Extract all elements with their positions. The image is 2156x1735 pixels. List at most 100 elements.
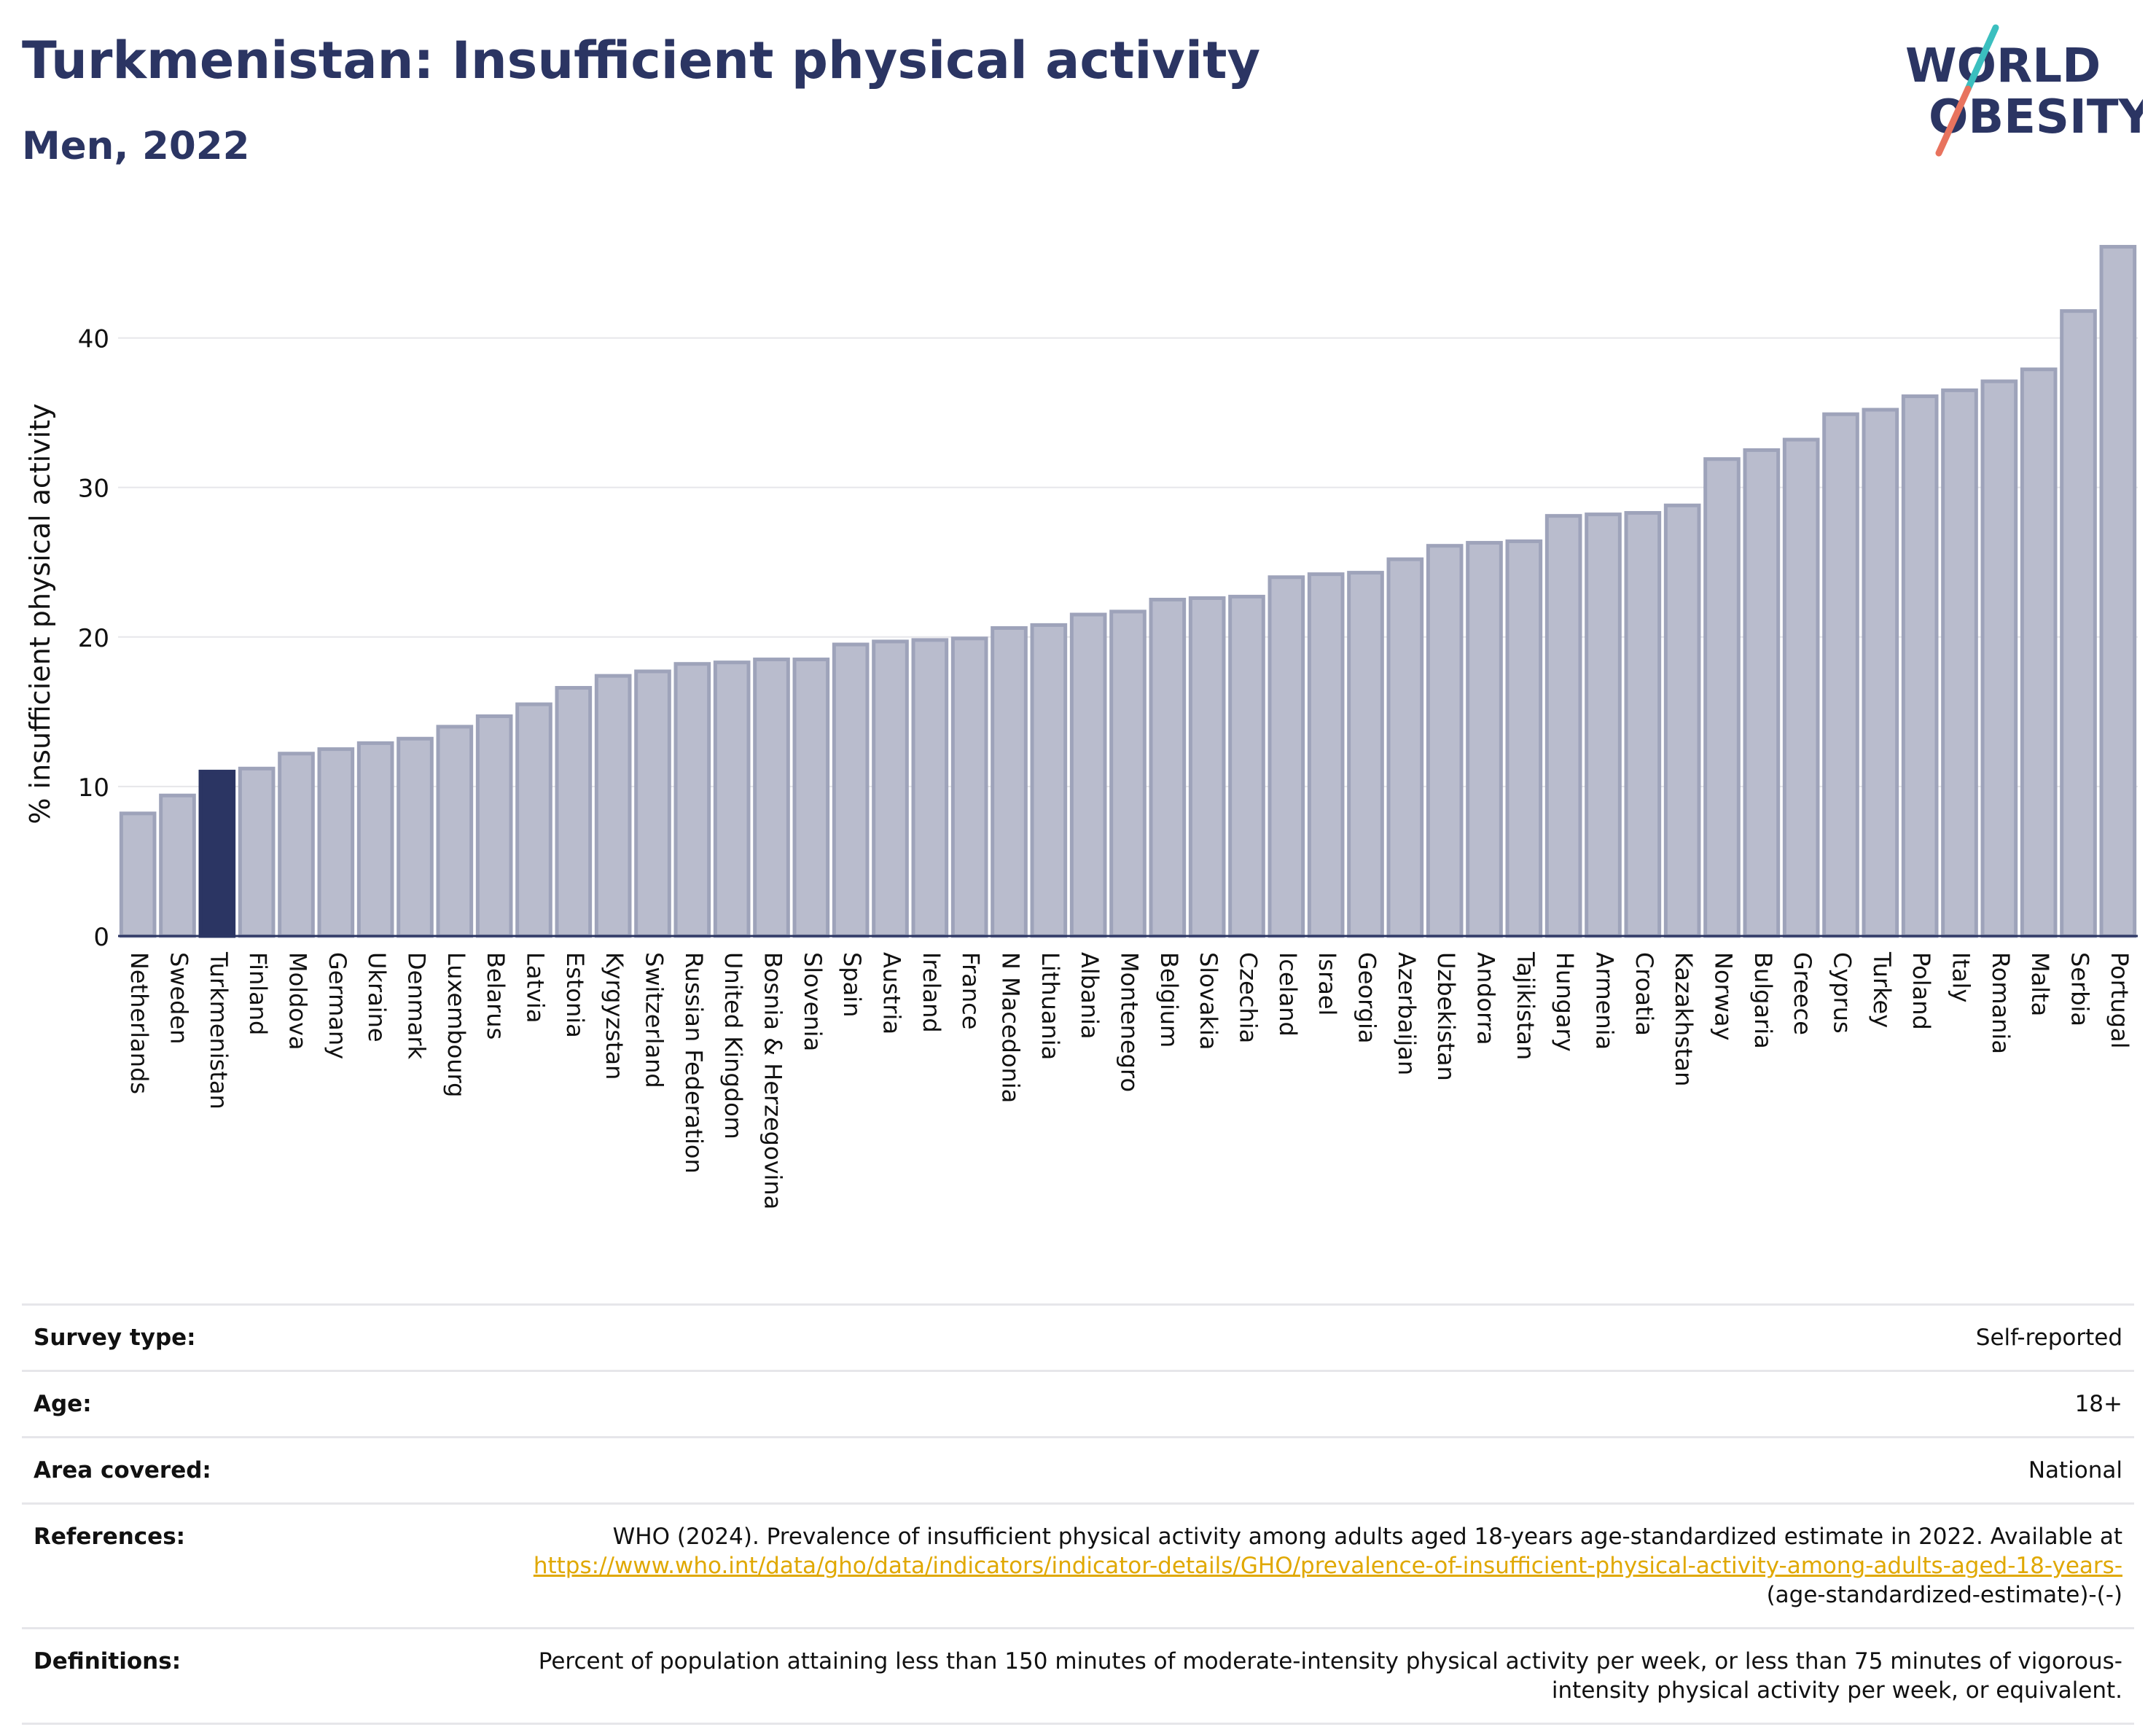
reference-text: WHO (2024). Prevalence of insufficient p…	[612, 1524, 2122, 1550]
x-tick-label: Ukraine	[363, 952, 391, 1042]
bar-hungary	[1544, 514, 1582, 938]
meta-value: 18+	[2074, 1391, 2122, 1417]
x-tick-label: Lithuania	[1036, 952, 1064, 1060]
x-tick-label: Croatia	[1630, 952, 1658, 1036]
meta-label: Age:	[34, 1391, 92, 1417]
meta-value: WHO (2024). Prevalence of insufficient p…	[483, 1522, 2122, 1610]
x-tick-label: Turkey	[1868, 951, 1896, 1028]
x-tick-label: Italy	[1948, 952, 1975, 1002]
meta-value: National	[2028, 1457, 2122, 1483]
bar-norway	[1703, 457, 1741, 938]
page-subtitle: Men, 2022	[22, 124, 250, 168]
bar-belarus	[475, 714, 513, 938]
x-tick-label: Switzerland	[641, 952, 668, 1088]
bar-ireland	[911, 638, 949, 938]
bars	[119, 244, 2137, 938]
bar-kyrgyzstan	[594, 674, 632, 938]
bar-albania	[1069, 612, 1107, 938]
bar-romania	[1980, 379, 2018, 938]
bar-moldova	[278, 752, 315, 938]
bar-finland	[238, 766, 276, 938]
bar-sweden	[159, 793, 196, 938]
x-tick-label: Moldova	[284, 952, 312, 1050]
bar-belgium	[1149, 598, 1187, 938]
bar-bulgaria	[1743, 448, 1781, 938]
x-tick-label: Belgium	[1155, 952, 1183, 1048]
x-tick-label: France	[957, 952, 985, 1029]
bar-turkey	[1862, 408, 1899, 938]
bar-andorra	[1466, 541, 1503, 938]
x-tick-label: Slovenia	[799, 952, 827, 1051]
x-tick-label: Kyrgyzstan	[601, 952, 628, 1080]
meta-row-area: Area covered: National	[22, 1436, 2134, 1502]
y-tick-label: 20	[78, 624, 109, 653]
bar-poland	[1901, 394, 1939, 938]
x-tick-label: Greece	[1789, 952, 1816, 1035]
y-tick-labels: 0 10 20 30 40	[78, 325, 109, 952]
x-tick-label: Kazakhstan	[1670, 952, 1698, 1086]
logo-text-world: WORLD	[1905, 39, 2101, 93]
y-tick-label: 30	[78, 475, 109, 504]
bar-austria	[872, 639, 909, 938]
x-tick-label: Romania	[1987, 952, 2015, 1054]
x-tick-label: Bosnia & Herzegovina	[759, 952, 787, 1209]
bar-spain	[832, 642, 870, 938]
bar-azerbaijan	[1386, 557, 1424, 938]
x-tick-label: Belarus	[482, 952, 509, 1040]
bar-italy	[1941, 388, 1978, 938]
x-tick-label: Turkmenistan	[205, 951, 233, 1110]
bar-france	[950, 636, 988, 938]
meta-label: Definitions:	[34, 1648, 181, 1674]
bar-iceland	[1268, 575, 1305, 938]
x-tick-label: Finland	[244, 952, 272, 1035]
bar-bosnia-herzegovina	[753, 658, 790, 938]
meta-value: Percent of population attaining less tha…	[538, 1648, 2122, 1704]
bar-portugal	[2099, 244, 2137, 938]
x-tick-label: Serbia	[2066, 952, 2094, 1026]
x-tick-label: Bulgaria	[1749, 952, 1777, 1049]
bar-denmark	[397, 736, 434, 938]
meta-label: References:	[34, 1524, 186, 1550]
bar-switzerland	[634, 669, 671, 938]
x-tick-label: Armenia	[1591, 952, 1619, 1050]
x-tick-label: Portugal	[2106, 952, 2133, 1049]
x-tick-label: Russian Federation	[680, 952, 708, 1174]
bar-greece	[1782, 437, 1820, 938]
meta-row-references: References: WHO (2024). Prevalence of in…	[22, 1502, 2134, 1627]
x-tick-label: Iceland	[1274, 952, 1302, 1037]
logo-slash-top	[1964, 24, 1999, 93]
x-tick-label: Albania	[1076, 952, 1104, 1039]
x-tick-label: Poland	[1907, 952, 1935, 1030]
x-tick-label: Ireland	[918, 952, 945, 1033]
bar-chart: 0 10 20 30 40 Netherlands Sweden Turkmenistan F…	[24, 244, 2138, 1209]
x-tick-label: Israel	[1313, 952, 1341, 1015]
x-tick-label: Luxembourg	[442, 952, 470, 1097]
bar-czechia	[1228, 594, 1265, 938]
x-tick-labels: Netherlands Sweden Turkmenistan Finland Mold…	[125, 951, 2133, 1209]
bar-luxembourg	[436, 725, 474, 938]
x-tick-label: Uzbekistan	[1432, 952, 1460, 1081]
bar-georgia	[1347, 571, 1384, 938]
bar-kazakhstan	[1663, 503, 1701, 938]
bar-israel	[1307, 572, 1345, 938]
bar-germany	[317, 747, 355, 938]
x-tick-label: Hungary	[1551, 952, 1579, 1052]
reference-suffix: (age-standardized-estimate)-(-)	[1766, 1582, 2122, 1608]
bar-armenia	[1585, 512, 1622, 938]
meta-row-survey-type: Survey type: Self-reported	[22, 1303, 2134, 1370]
x-tick-label: United Kingdom	[719, 952, 747, 1139]
bar-cyprus	[1822, 412, 1859, 938]
x-tick-label: Spain	[838, 952, 866, 1017]
bar-russian-federation	[673, 662, 711, 938]
meta-row-age: Age: 18+	[22, 1370, 2134, 1436]
bar-united-kingdom	[713, 660, 751, 938]
reference-link[interactable]: https://www.who.int/data/gho/data/indica…	[533, 1553, 2122, 1579]
x-tick-label: Norway	[1710, 952, 1738, 1040]
bar-n-macedonia	[991, 625, 1028, 938]
bar-slovakia	[1188, 596, 1226, 938]
bar-latvia	[515, 702, 552, 938]
x-tick-label: Estonia	[561, 952, 589, 1038]
x-tick-label: Azerbaijan	[1393, 952, 1421, 1075]
x-tick-label: Georgia	[1354, 952, 1381, 1043]
meta-label: Area covered:	[34, 1457, 211, 1483]
